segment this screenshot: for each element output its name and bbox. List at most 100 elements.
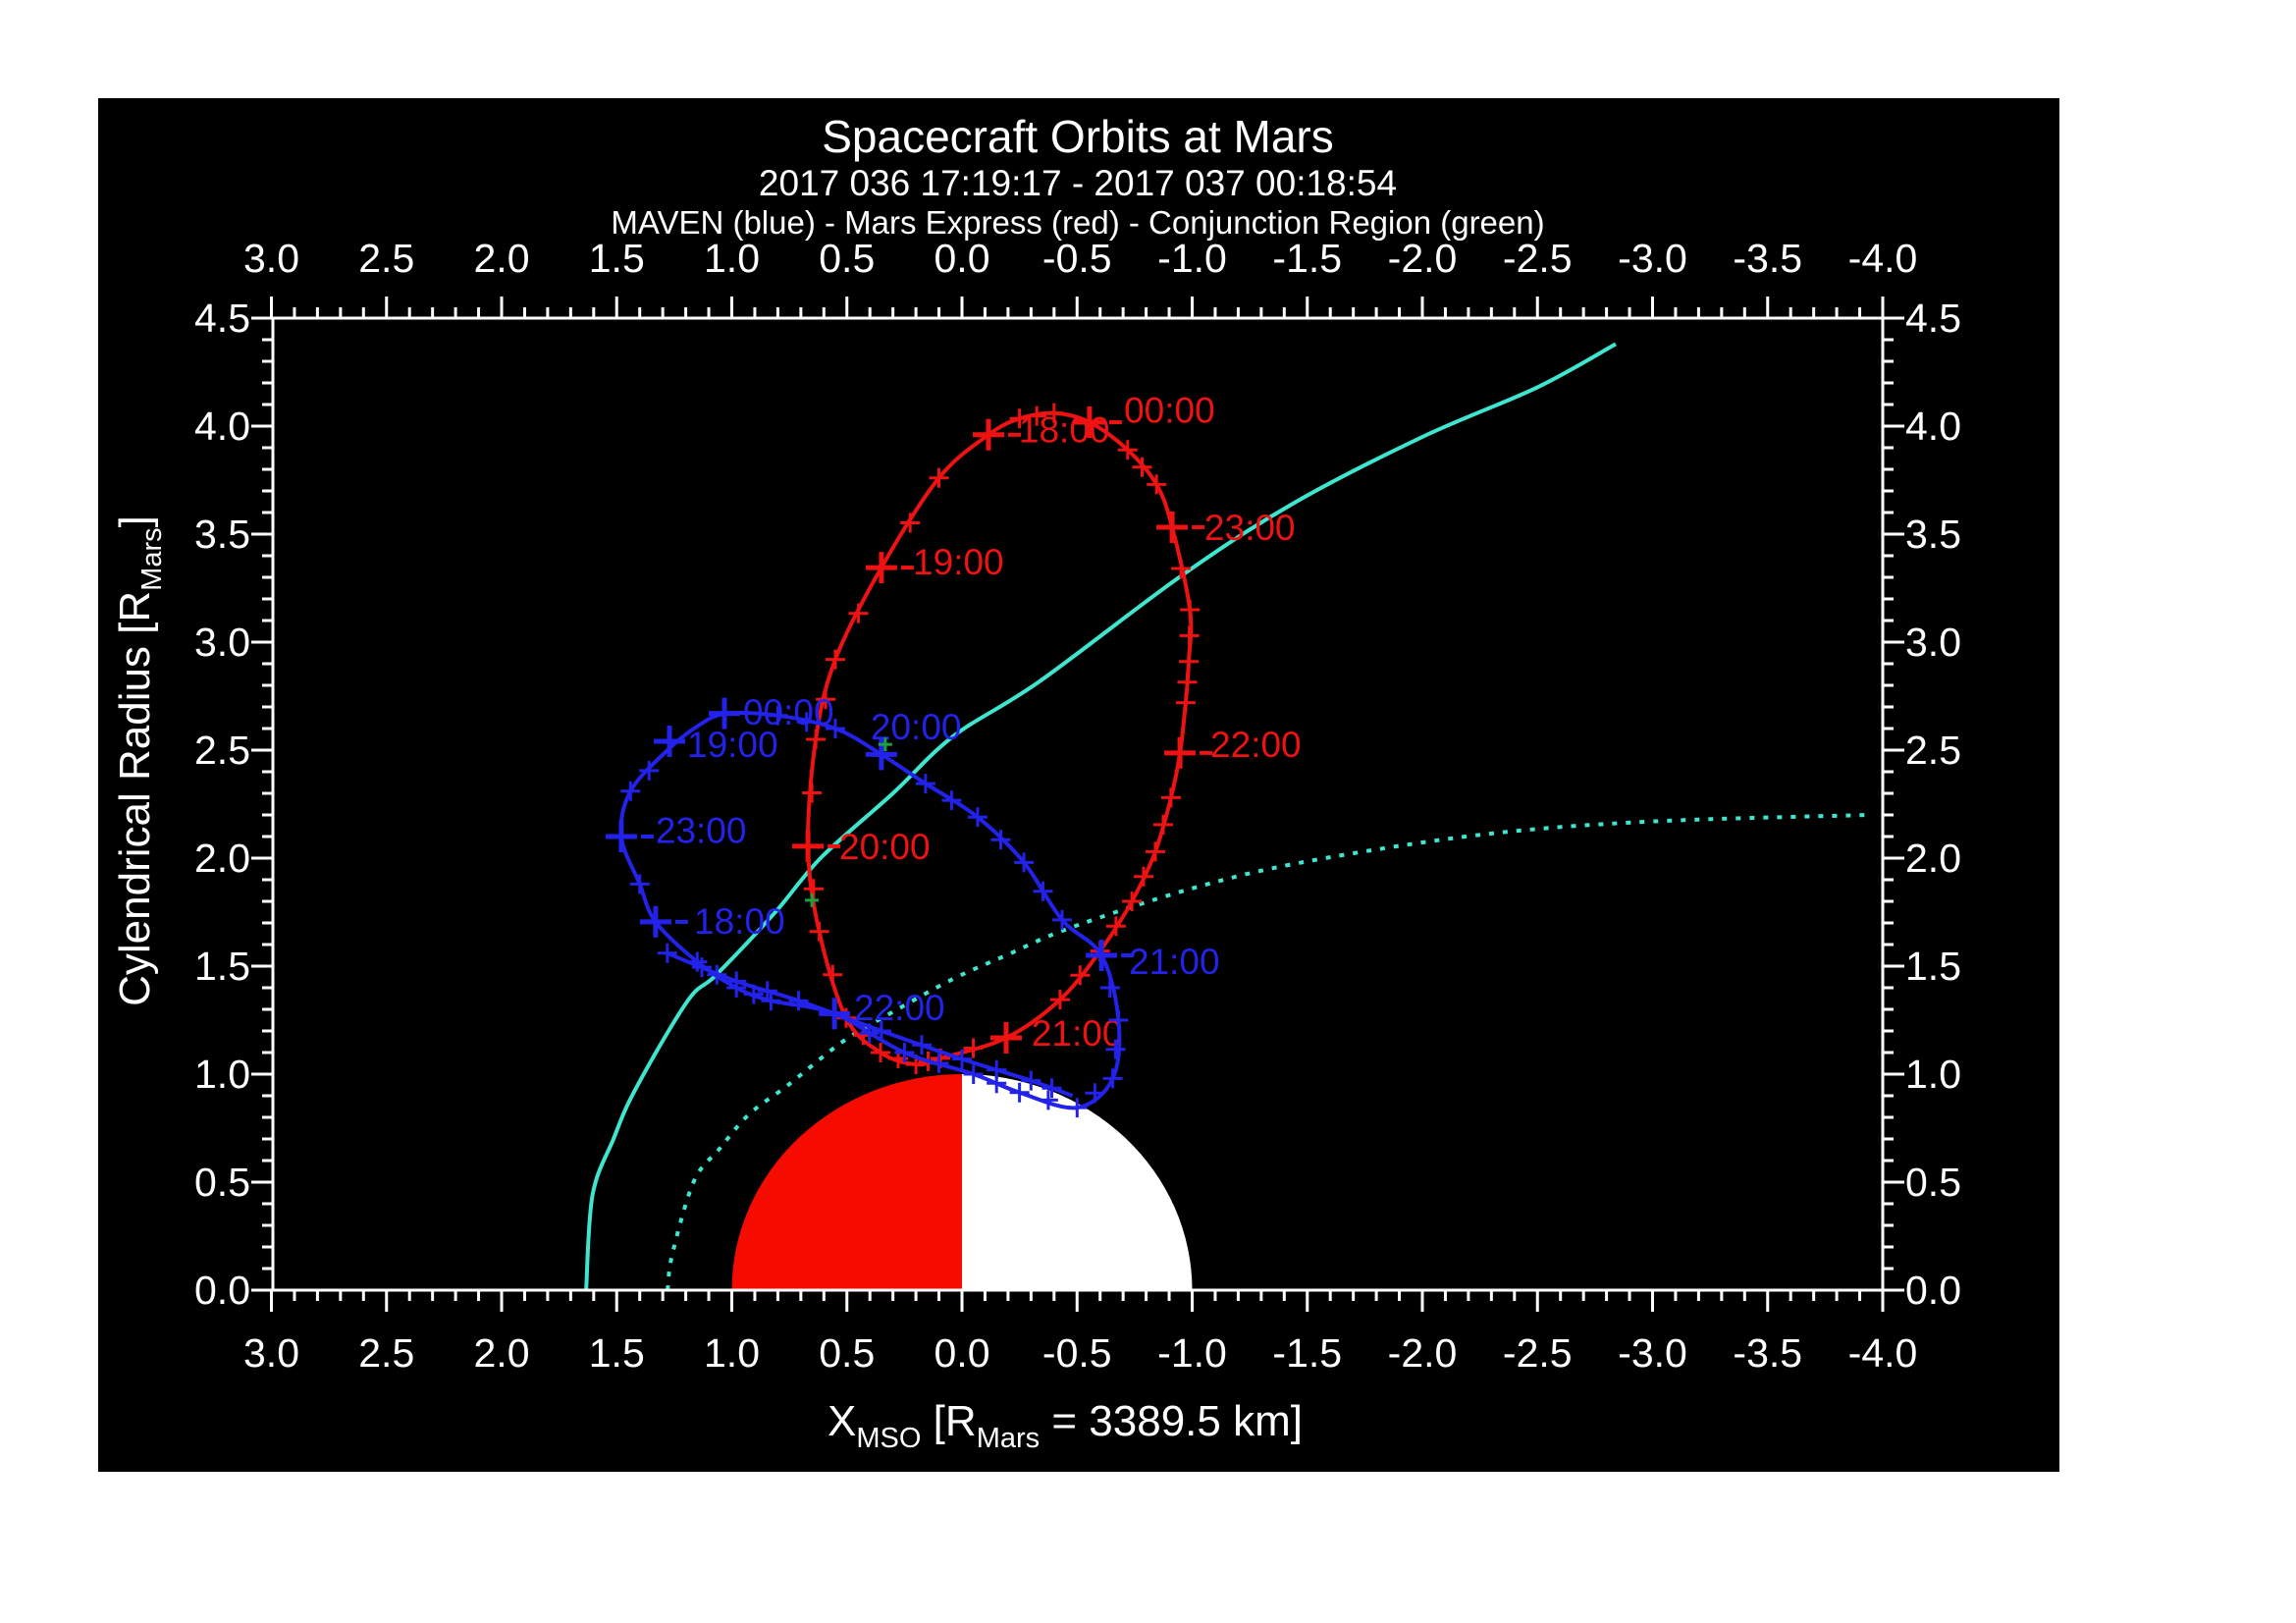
x-tick-label-bottom: 3.0 [243,1330,299,1376]
minor-time-tick [912,1035,932,1055]
x-tick-label-top: 0.0 [934,236,990,281]
hour-marker [1073,406,1105,438]
y-tick-label-right: 3.5 [1905,512,1961,557]
y-tick-label-right: 0.5 [1905,1160,1961,1205]
minor-time-tick [1070,965,1091,986]
hour-marker [639,905,671,938]
minor-time-tick [1179,625,1200,646]
minor-time-tick [1052,909,1072,930]
x-tick-label-bottom: 2.0 [474,1330,530,1376]
x-tick-label-bottom: 0.5 [819,1330,875,1376]
minor-time-tick [1009,1082,1030,1103]
time-label: 00:00 [1124,391,1215,431]
minor-time-tick [1014,852,1035,873]
minor-time-tick [1021,1070,1041,1091]
y-tick-label-left: 4.0 [194,404,250,449]
minor-time-tick [915,774,935,794]
minor-time-tick [816,689,836,710]
minor-time-tick [1132,457,1152,477]
y-tick-label-left: 2.5 [194,728,250,773]
minor-time-tick [871,1043,890,1062]
time-label: 21:00 [1129,942,1220,982]
time-label: 20:00 [839,827,931,867]
minor-time-tick [768,705,788,726]
hour-marker [865,552,897,584]
conjunction-mark [805,893,820,907]
minor-time-tick [1175,692,1196,713]
minor-time-tick [826,719,845,738]
time-label: 19:00 [913,542,1004,582]
minor-time-tick [1105,916,1126,937]
hour-marker [792,830,825,862]
minor-time-tick [1117,440,1138,460]
y-tick-label-right: 0.0 [1905,1268,1961,1313]
minor-time-tick [1027,406,1047,426]
minor-time-tick [1146,841,1165,862]
time-label: 00:00 [743,692,834,732]
minor-time-tick [952,1049,972,1069]
minor-time-tick [692,957,712,978]
y-tick-label-left: 2.0 [194,836,250,881]
hour-marker [654,726,685,757]
time-label: 19:00 [687,725,778,765]
time-label: 22:00 [1210,725,1302,765]
minor-time-tick [967,807,988,828]
minor-time-tick [743,984,764,1004]
minor-time-tick [900,513,921,533]
magnetic-pileup-boundary-line [666,813,1869,1290]
mars-dayside [731,1074,962,1290]
minor-time-tick [929,467,949,488]
minor-time-tick [941,790,962,811]
minor-time-tick [1108,1010,1129,1030]
x-tick-label-top: -3.5 [1733,236,1802,281]
orbit-mars-express: 18:00 19:00 20:00 21:00 22:00 23:00 00:00 [792,391,1302,1075]
x-tick-label-top: -4.0 [1848,236,1918,281]
time-label: 23:00 [656,810,747,850]
y-tick-label-right: 4.5 [1905,296,1961,341]
hour-marker [819,998,851,1030]
minor-time-tick [1041,1078,1062,1099]
y-tick-label-left: 4.5 [194,296,250,341]
x-tick-label-top: -0.5 [1042,236,1112,281]
minor-time-tick [1160,787,1181,808]
y-tick-label-left: 0.0 [194,1268,250,1313]
minor-time-tick [1009,408,1030,429]
hour-marker [709,697,740,730]
minor-time-tick [803,879,824,899]
minor-time-tick [871,1021,891,1041]
y-tick-label-right: 3.0 [1905,620,1961,665]
minor-time-tick [1122,892,1143,911]
x-tick-label-bottom: 2.5 [358,1330,414,1376]
y-tick-label-left: 0.5 [194,1160,250,1205]
hour-marker [1164,736,1197,769]
minor-time-tick [848,603,869,623]
x-tick-label-bottom: -3.0 [1618,1330,1687,1376]
minor-time-tick [1102,1068,1123,1089]
minor-time-tick [1171,559,1192,578]
x-tick-label-top: 2.5 [358,236,414,281]
x-tick-label-top: 2.0 [474,236,530,281]
minor-time-tick [809,921,829,942]
minor-time-tick [806,730,827,749]
x-tick-label-top: -1.5 [1272,236,1342,281]
minor-time-tick [788,991,809,1011]
minor-time-tick [796,712,817,732]
time-label: 22:00 [854,988,945,1028]
minor-time-tick [657,943,677,963]
x-tick-label-top: -2.0 [1388,236,1458,281]
minor-time-tick [629,874,650,894]
minor-time-tick [859,1023,880,1044]
minor-time-tick [1033,881,1053,901]
orbit-maven: 18:00 19:00 20:00 21:00 22:00 23:00 00:00 [605,692,1220,1118]
minor-time-tick [802,783,823,803]
x-tick-label-bottom: 1.0 [704,1330,760,1376]
y-tick-label-left: 3.0 [194,620,250,665]
time-label: 18:00 [694,901,785,942]
hour-marker [1156,512,1189,543]
minor-time-tick [963,1064,984,1084]
chart-title: Spacecraft Orbits at Mars [822,111,1334,162]
time-label: 18:00 [1019,409,1110,450]
minor-time-tick [826,649,845,670]
